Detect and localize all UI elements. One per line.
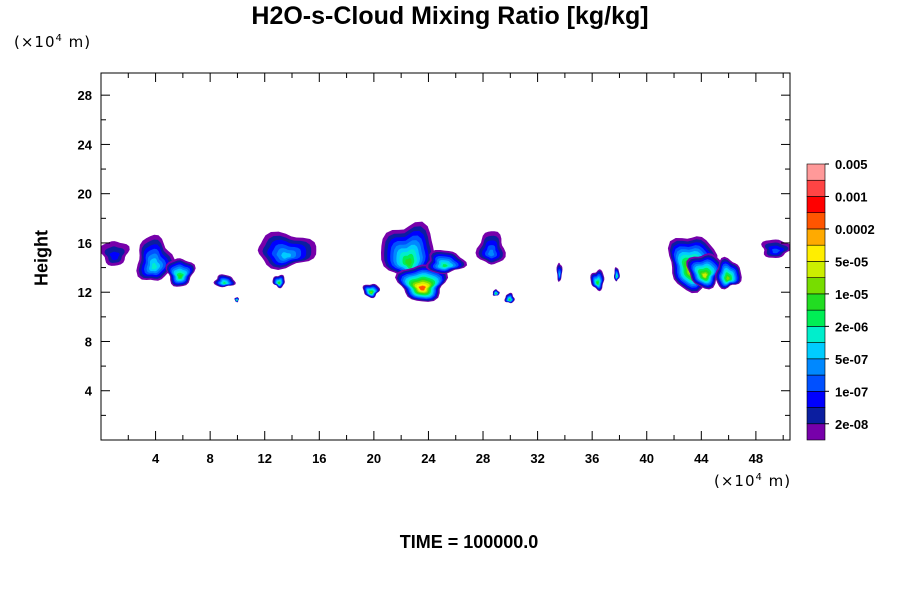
cloud-contour: [236, 300, 237, 301]
y-tick-label: 20: [78, 187, 92, 202]
colorbar-label: 5e-07: [835, 352, 868, 367]
cloud-contour: [278, 282, 280, 284]
colorbar-swatch: [806, 390, 826, 408]
colorbar-label: 1e-07: [835, 384, 868, 399]
cloud-contour: [405, 258, 412, 266]
colorbar-swatch: [806, 293, 826, 311]
colorbar-swatch: [806, 244, 826, 262]
cloud-contour: [442, 264, 448, 268]
colorbar-swatch: [806, 277, 826, 295]
y-axis-unit: (×104 m): [14, 33, 91, 51]
cloud-contour: [488, 249, 495, 257]
x-tick-label: 20: [367, 451, 381, 466]
colorbar-swatch: [806, 212, 826, 230]
y-tick-label: 12: [78, 285, 92, 300]
colorbar-swatch: [806, 326, 826, 343]
colorbar-label: 0.0002: [835, 222, 875, 237]
cloud-contour: [616, 275, 618, 278]
x-tick-label: 40: [640, 451, 654, 466]
colorbar-label: 2e-08: [835, 417, 868, 432]
x-tick-label: 4: [152, 451, 160, 466]
x-tick-label: 12: [257, 451, 271, 466]
plot-frame: [100, 72, 791, 441]
cloud-contour: [281, 252, 291, 259]
cloud-field: [101, 221, 790, 304]
cloud-contour: [370, 291, 373, 294]
cloud-contour: [558, 273, 560, 277]
cloud-contour: [702, 273, 707, 278]
x-axis-unit: (×104 m): [714, 472, 791, 490]
colorbar-label: 0.005: [835, 157, 868, 172]
y-unit-prefix: (×10: [14, 33, 56, 51]
chart-title: H2O-s-Cloud Mixing Ratio [kg/kg]: [251, 2, 649, 30]
colorbar: 2e-08 1e-07 5e-07 2e-06 1e-05 5e-05 0.0002 0.00…: [806, 157, 875, 441]
y-tick-label: 8: [85, 334, 92, 349]
cloud-contour: [596, 281, 599, 285]
x-tick-label: 16: [312, 451, 326, 466]
colorbar-swatch: [806, 374, 826, 392]
colorbar-swatch: [806, 309, 826, 327]
x-unit-prefix: (×10: [714, 472, 756, 490]
colorbar-swatch: [806, 179, 826, 197]
x-tick-label: 8: [207, 451, 214, 466]
x-tick-label: 28: [476, 451, 490, 466]
colorbar-swatch: [806, 423, 826, 441]
cloud-contour: [223, 282, 226, 284]
colorbar-swatch: [806, 358, 826, 376]
colorbar-label: 1e-05: [835, 287, 868, 302]
x-tick-label: 24: [421, 451, 436, 466]
x-unit-exponent: 4: [755, 472, 763, 483]
y-unit-suffix: m): [62, 33, 92, 51]
y-tick-label: 28: [78, 88, 92, 103]
colorbar-label: 2e-06: [835, 319, 868, 334]
x-tick-label: 32: [530, 451, 544, 466]
x-tick-label: 48: [749, 451, 763, 466]
time-footer: TIME = 100000.0: [399, 532, 539, 552]
cloud-contour: [178, 274, 182, 278]
y-tick-label: 24: [78, 137, 93, 152]
colorbar-swatch: [806, 342, 826, 360]
x-tick-label: 36: [585, 451, 599, 466]
colorbar-swatch: [806, 261, 826, 278]
colorbar-swatch: [806, 407, 826, 425]
colorbar-label: 5e-05: [835, 254, 868, 269]
colorbar-swatch: [806, 228, 826, 246]
cloud-contour: [109, 251, 120, 261]
cloud-contour: [151, 262, 158, 270]
y-unit-exponent: 4: [55, 33, 63, 44]
cloud-contour: [772, 248, 780, 254]
colorbar-label: 0.001: [835, 189, 868, 204]
cloud-contour: [726, 276, 730, 281]
cloud-contour: [509, 299, 511, 301]
y-tick-label: 16: [78, 236, 92, 251]
cloud-contour: [419, 285, 426, 291]
x-tick-label: 44: [694, 451, 709, 466]
colorbar-swatch: [806, 163, 826, 181]
y-tick-label: 4: [85, 384, 93, 399]
x-unit-suffix: m): [762, 472, 792, 490]
colorbar-swatch: [806, 196, 826, 214]
cloud-contour: [495, 293, 497, 295]
